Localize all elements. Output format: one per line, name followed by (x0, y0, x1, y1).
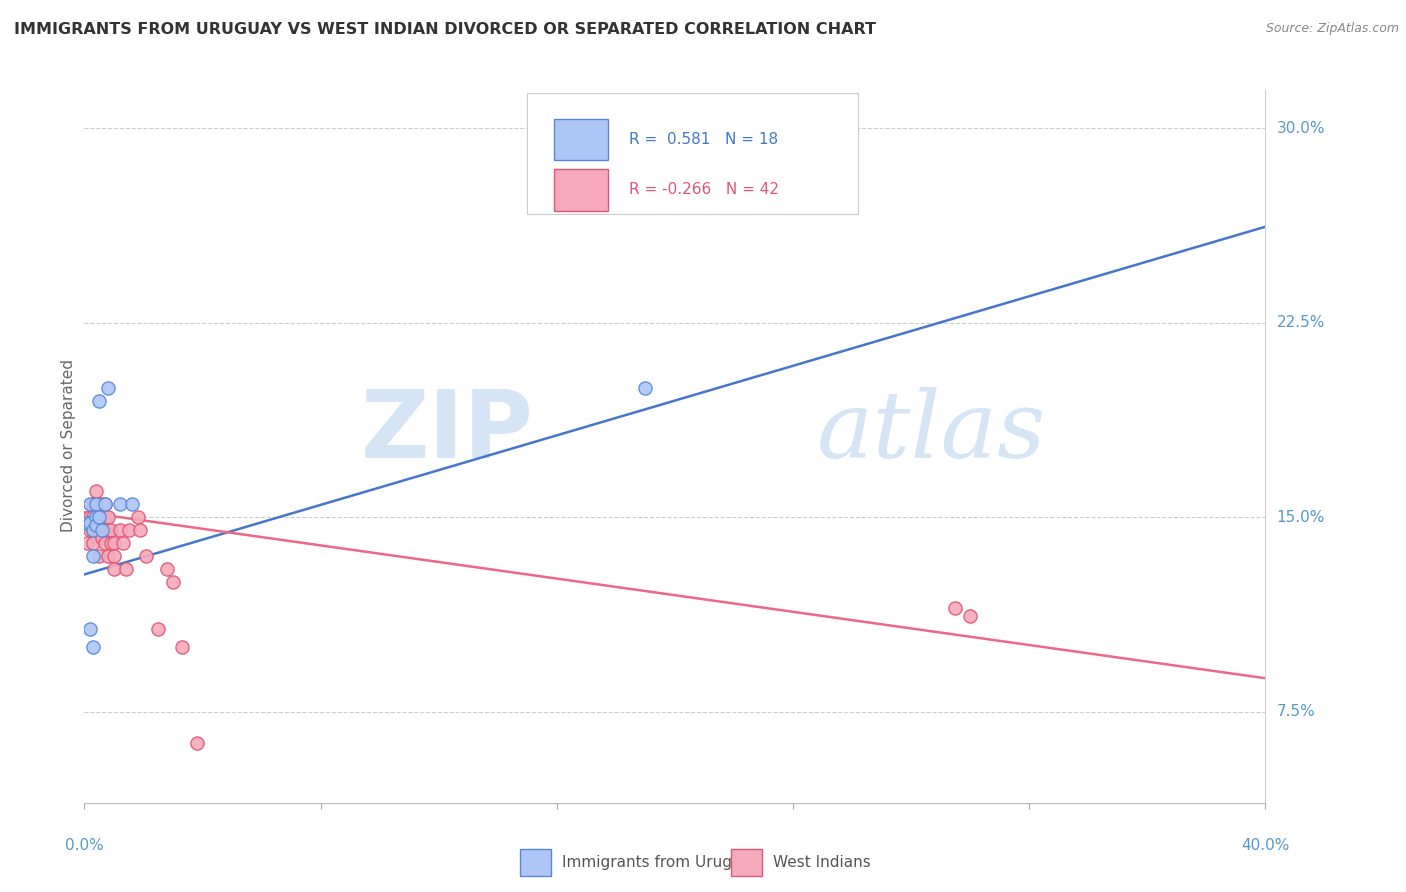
Point (79, 524, 101, 538)
Text: ZIP: ZIP (360, 385, 533, 478)
FancyBboxPatch shape (554, 119, 607, 161)
Point (82, 549, 104, 564)
Text: 22.5%: 22.5% (1277, 315, 1324, 330)
Point (100, 524, 122, 538)
Point (97, 524, 120, 538)
Point (87, 549, 111, 564)
Y-axis label: Divorced or Separated: Divorced or Separated (60, 359, 76, 533)
Point (186, 736, 208, 750)
Text: R = -0.266   N = 42: R = -0.266 N = 42 (628, 183, 779, 197)
Point (87, 524, 111, 538)
Point (76, 536, 98, 550)
Point (94, 536, 117, 550)
Point (103, 562, 125, 576)
Point (100, 536, 122, 550)
Point (103, 536, 125, 550)
Text: West Indians: West Indians (773, 855, 872, 870)
Point (127, 510, 149, 524)
Point (91, 510, 114, 524)
Point (945, 601, 967, 615)
Text: 7.5%: 7.5% (1277, 705, 1316, 720)
Point (76, 516, 98, 530)
Point (94, 497, 117, 511)
Point (82, 497, 104, 511)
Point (79, 497, 101, 511)
Text: 40.0%: 40.0% (1241, 838, 1289, 854)
Point (84, 497, 107, 511)
Point (91, 497, 114, 511)
FancyBboxPatch shape (554, 169, 607, 211)
Point (84, 484, 107, 499)
Point (114, 562, 136, 576)
Point (79, 510, 101, 524)
Point (82, 640, 104, 654)
Point (79, 622, 101, 636)
Text: Immigrants from Uruguay: Immigrants from Uruguay (562, 855, 761, 870)
Point (108, 524, 131, 538)
Point (103, 549, 125, 564)
Point (97, 549, 120, 564)
Point (97, 381, 120, 395)
Point (97, 510, 120, 524)
FancyBboxPatch shape (527, 93, 858, 214)
Point (82, 536, 104, 550)
Point (94, 497, 117, 511)
Point (108, 497, 131, 511)
Point (156, 562, 179, 576)
Point (84, 524, 107, 538)
Text: atlas: atlas (817, 387, 1046, 476)
Point (959, 609, 981, 624)
Point (129, 524, 152, 538)
Point (87, 497, 111, 511)
Text: R =  0.581   N = 18: R = 0.581 N = 18 (628, 132, 778, 147)
Point (87, 393, 111, 408)
Point (79, 516, 101, 530)
Point (82, 524, 104, 538)
Text: 15.0%: 15.0% (1277, 510, 1324, 524)
Point (135, 549, 157, 564)
Point (84, 497, 107, 511)
Point (87, 510, 111, 524)
Point (121, 497, 143, 511)
Text: 0.0%: 0.0% (65, 838, 104, 854)
Point (91, 531, 114, 545)
Point (148, 622, 170, 636)
Point (634, 381, 657, 395)
Point (82, 510, 104, 524)
Text: 30.0%: 30.0% (1277, 120, 1324, 136)
Point (91, 524, 114, 538)
Point (82, 524, 104, 538)
Point (94, 510, 117, 524)
Point (162, 575, 184, 590)
Point (170, 640, 193, 654)
Point (111, 536, 134, 550)
Point (84, 510, 107, 524)
Text: Source: ZipAtlas.com: Source: ZipAtlas.com (1265, 22, 1399, 36)
Point (84, 518, 107, 533)
Point (87, 510, 111, 524)
Text: IMMIGRANTS FROM URUGUAY VS WEST INDIAN DIVORCED OR SEPARATED CORRELATION CHART: IMMIGRANTS FROM URUGUAY VS WEST INDIAN D… (14, 22, 876, 37)
Point (118, 524, 141, 538)
